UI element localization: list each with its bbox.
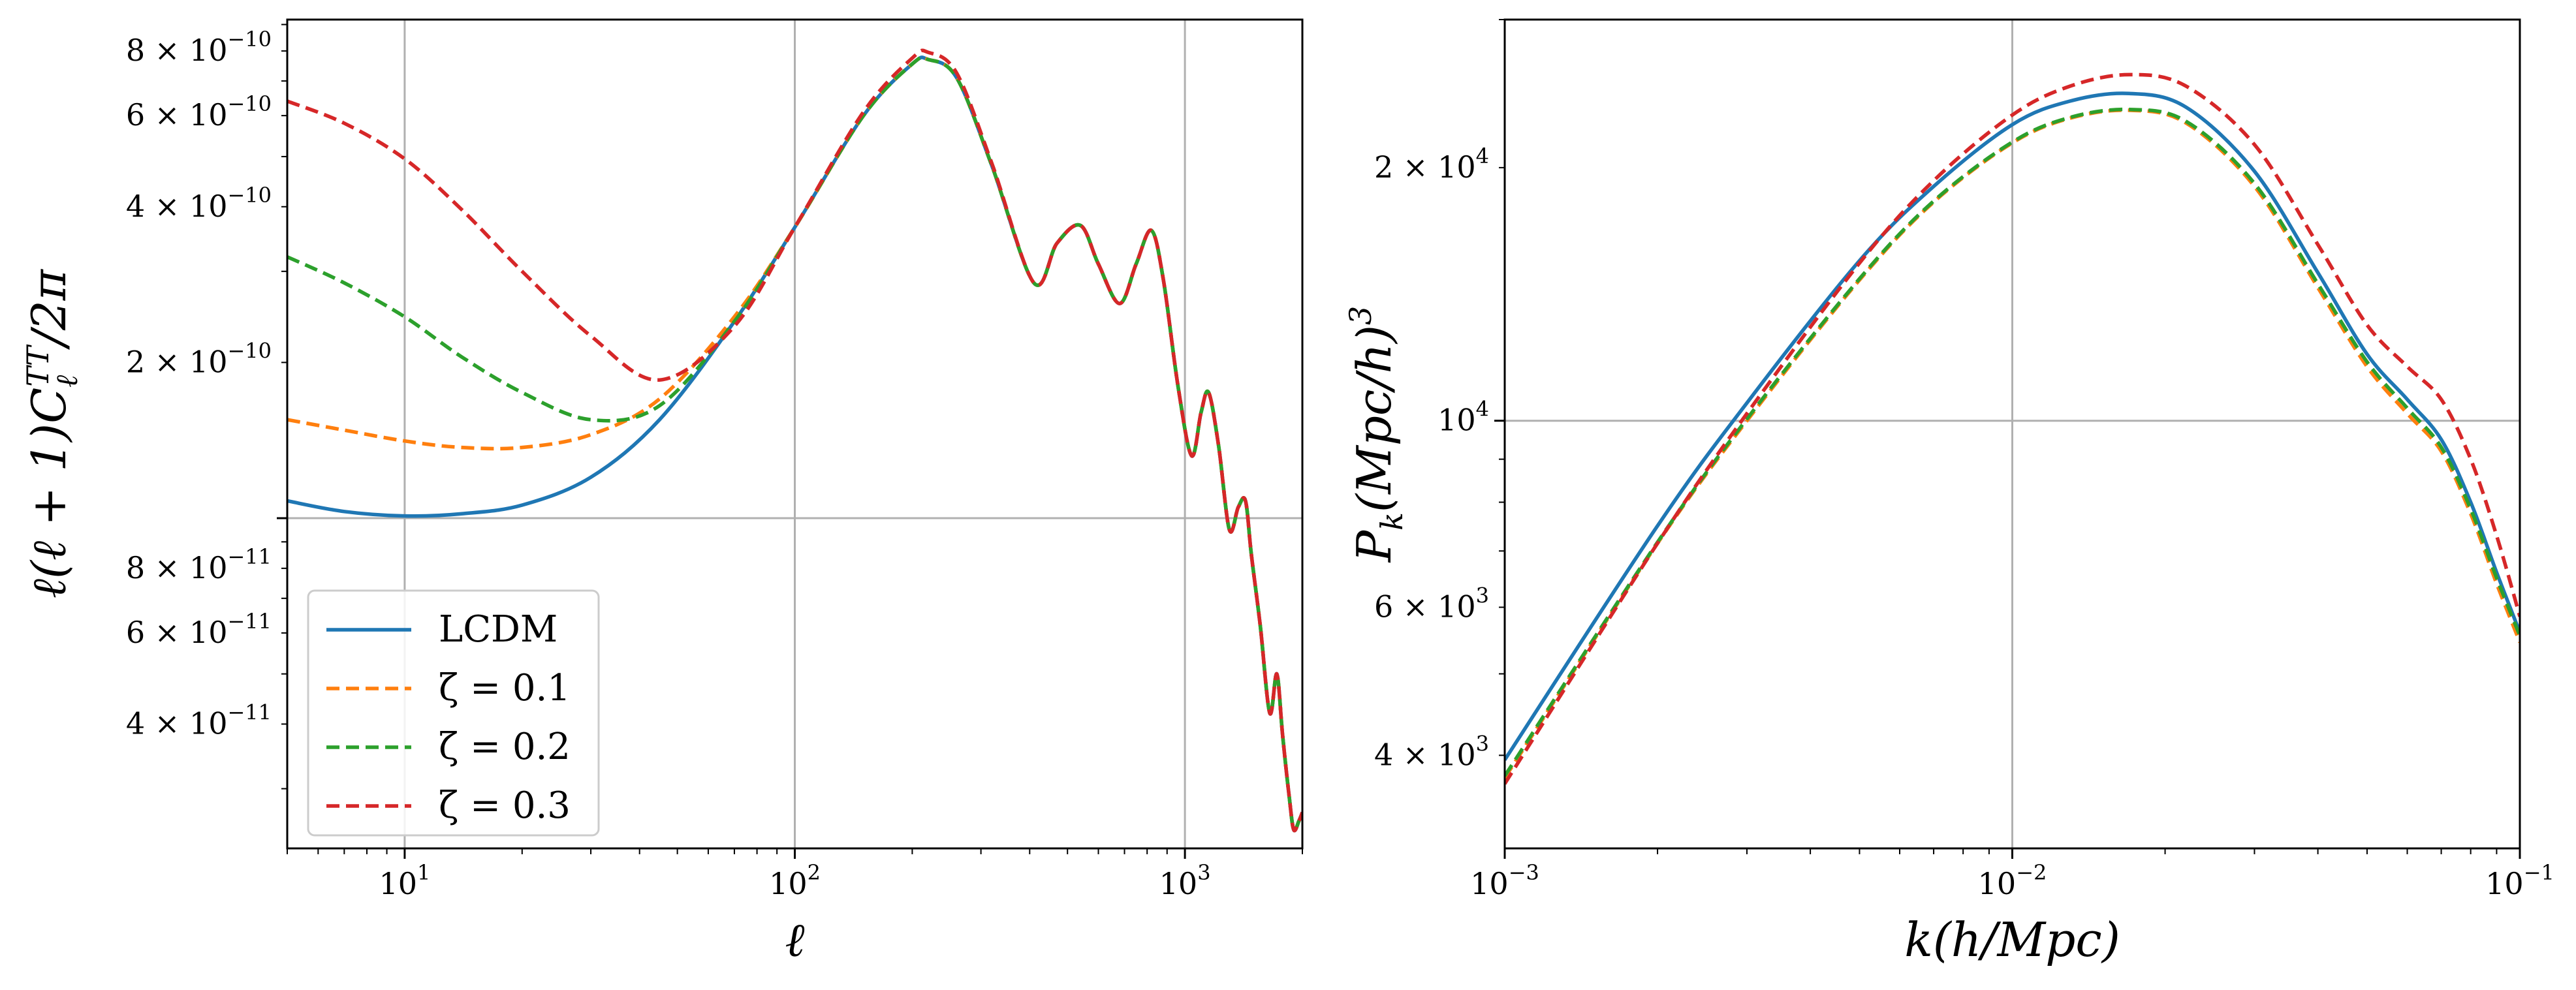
y-tick-label: 8 × 10−10: [126, 27, 272, 68]
left-x-ticks: 101 102 103: [287, 848, 1303, 901]
x-tick-label: 103: [1159, 860, 1211, 901]
left-y-ticks: 4 × 10−11 6 × 10−11 8 × 10−11 2 × 10−10 4 × …: [126, 23, 287, 790]
y-tick-label: 4 × 10−10: [126, 183, 272, 224]
left-plot-area: [287, 48, 1302, 833]
y-tick-label: 2 × 10−10: [126, 338, 272, 379]
y-tick-label: 4 × 103: [1374, 731, 1489, 772]
right-x-axis-label: k(h/Mpc): [1904, 912, 2120, 967]
y-tick-label: 6 × 10−10: [126, 91, 272, 132]
legend-label-LCDM: LCDM: [439, 608, 558, 651]
legend-label-zeta-0.2: ζ = 0.2: [439, 726, 571, 768]
legend: LCDM ζ = 0.1 ζ = 0.2 ζ = 0.3: [307, 589, 600, 837]
y-tick-label: 2 × 104: [1374, 144, 1489, 185]
y-tick-label: 8 × 10−11: [126, 544, 272, 585]
left-y-axis-label: ℓ(ℓ + 1)CℓTT/2π: [20, 268, 84, 598]
y-tick-label: 104: [1437, 397, 1489, 438]
right-series-zeta-0.2: [1505, 107, 2520, 777]
matter-power-spectrum-panel: 10−3 10−2 10−1 4 × 103 6 × 103 104 2 × 104 k(…: [1343, 18, 2554, 967]
right-plot-area: [1505, 72, 2520, 785]
left-series-zeta-0.2: [287, 55, 1302, 833]
left-x-axis-label: ℓ: [785, 912, 805, 967]
left-series-zeta-0.3: [287, 48, 1302, 833]
x-tick-label: 102: [769, 860, 821, 901]
y-tick-label: 6 × 10−11: [126, 609, 272, 650]
right-y-axis-label: Pk(Mpc/h)3: [1343, 306, 1409, 564]
legend-label-zeta-0.3: ζ = 0.3: [439, 784, 571, 827]
y-tick-label: 6 × 103: [1374, 583, 1489, 625]
right-y-ticks: 4 × 103 6 × 103 104 2 × 104: [1374, 19, 1505, 772]
cmb-tt-spectrum-panel: 101 102 103 4 × 10−11 6 × 10−11 8 × 10−11 2 ×…: [20, 18, 1304, 967]
right-grid: [1503, 20, 2521, 848]
right-x-ticks: 10−3 10−2 10−1: [1470, 848, 2554, 901]
legend-label-zeta-0.1: ζ = 0.1: [439, 667, 571, 709]
x-tick-label: 10−3: [1470, 860, 1539, 901]
x-tick-label: 10−1: [2485, 860, 2554, 901]
y-tick-label: 4 × 10−11: [126, 700, 272, 741]
legend-box: [307, 589, 600, 837]
x-tick-label: 10−2: [1978, 860, 2047, 901]
right-series-LCDM: [1505, 91, 2520, 761]
right-series-zeta-0.3: [1505, 72, 2520, 785]
x-tick-label: 101: [379, 860, 430, 901]
